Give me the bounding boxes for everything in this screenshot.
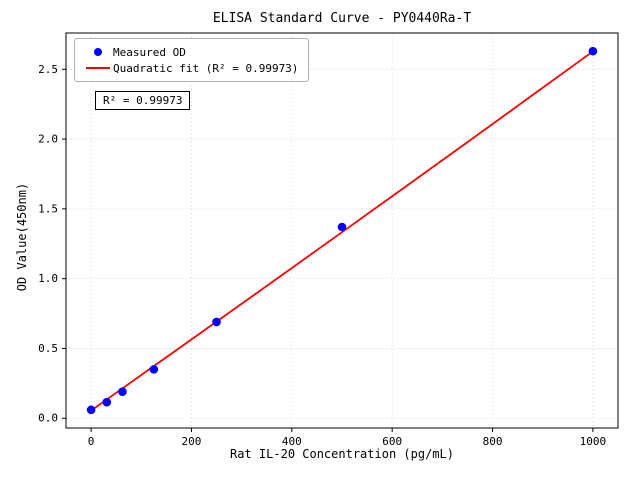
- legend: Measured OD Quadratic fit (R² = 0.99973): [74, 38, 310, 82]
- axes-frame: [65, 32, 619, 429]
- red-line-marker-icon: [86, 67, 110, 69]
- y-tick-label: 0.5: [38, 342, 58, 355]
- x-axis-label: Rat IL-20 Concentration (pg/mL): [230, 447, 454, 461]
- legend-label: Measured OD: [113, 45, 186, 59]
- x-tick-label: 1000: [580, 435, 607, 448]
- data-point: [102, 397, 112, 407]
- data-point: [588, 46, 598, 56]
- data-point: [86, 405, 96, 415]
- data-point: [118, 387, 127, 397]
- data-point: [149, 365, 159, 374]
- scatter-points: [86, 46, 598, 415]
- y-tick-label: 1.0: [38, 272, 58, 285]
- legend-marker-cell: [83, 67, 113, 69]
- x-tick-label: 0: [88, 435, 95, 448]
- legend-marker-cell: [83, 48, 113, 56]
- legend-item-measured-od: Measured OD: [83, 44, 298, 60]
- y-tick-label: 0.0: [38, 412, 58, 425]
- data-point: [212, 317, 221, 327]
- legend-item-quadratic-fit: Quadratic fit (R² = 0.99973): [83, 60, 298, 76]
- y-axis-label: OD Value(450nm): [15, 182, 29, 292]
- r-squared-annotation: R² = 0.99973: [95, 91, 191, 110]
- legend-label: Quadratic fit (R² = 0.99973): [113, 61, 299, 75]
- y-tick-label: 2.5: [38, 63, 58, 76]
- y-tick-label: 2.0: [38, 133, 58, 146]
- chart-title: ELISA Standard Curve - PY0440Ra-T: [212, 11, 472, 26]
- x-tick-label: 600: [382, 435, 402, 448]
- tick-labels: 0 200 400 600 800 1000 0.0 0.5 1.0 1.5 2.0 2.5: [38, 63, 606, 448]
- data-point: [337, 222, 347, 232]
- x-tick-label: 400: [282, 435, 302, 448]
- blue-dot-marker-icon: [94, 48, 102, 56]
- y-tick-label: 1.5: [38, 202, 58, 215]
- fit-line: [90, 50, 594, 412]
- x-tick-label: 800: [483, 435, 503, 448]
- x-tick-label: 200: [182, 435, 202, 448]
